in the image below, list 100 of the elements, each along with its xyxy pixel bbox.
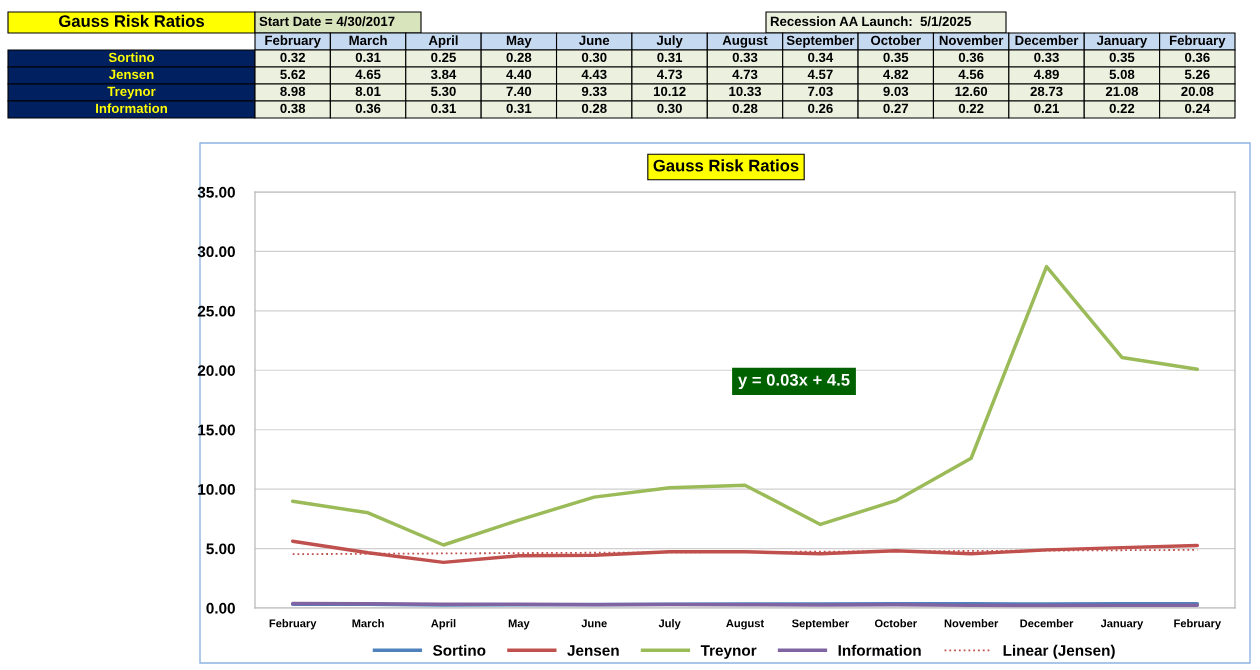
category-label: February [265,35,321,48]
annotation: y = 0.03x + 4.5 [738,373,850,390]
data-label: 0.36 [355,103,381,114]
y-tick-label: 25.00 [197,305,235,317]
chart-title: Gauss Risk Ratios [653,159,799,172]
data-label: 0.33 [1034,52,1059,63]
data-label: 0.30 [581,52,607,63]
data-label: 0.31 [431,103,456,114]
x-tick-label: February [269,619,317,630]
data-label: 5.62 [280,69,306,80]
data-label: 3.84 [430,69,457,80]
data-label: 4.73 [656,69,682,80]
text: Sortino [108,52,155,63]
x-tick-label: June [581,619,607,628]
data-label: 4.65 [355,69,381,80]
data-label: 10.12 [653,86,686,97]
category-label: March [349,35,387,46]
data-label: 0.36 [1184,52,1210,63]
data-label: 0.38 [280,103,306,114]
data-label: 7.03 [808,86,833,97]
legend-label: Treynor [700,645,757,659]
data-label: 8.01 [355,86,381,97]
data-label: 0.22 [958,103,984,114]
data-label: 9.33 [581,86,607,97]
y-tick-label: 30.00 [197,246,235,258]
data-label: 0.28 [506,52,532,63]
legend-label: Jensen [567,645,619,656]
text: Recession AA Launch: 5/1/2025 [770,16,972,27]
line-series [290,539,1200,565]
data-label: 5.26 [1184,69,1210,80]
x-tick-label: October [874,619,917,628]
category-label: May [506,35,532,48]
x-tick-label: May [508,619,530,630]
data-label: 4.43 [581,69,607,80]
data-label: 12.60 [955,86,988,97]
category-label: August [722,35,768,48]
legend-label: Information [838,644,921,656]
line-series [290,264,1200,547]
data-label: 0.35 [1109,52,1135,63]
category-label: September [786,35,855,48]
category-label: January [1096,35,1148,48]
data-label: 5.30 [431,86,456,97]
x-tick-label: September [791,619,849,630]
data-label: 4.82 [883,69,909,80]
chart-title: Gauss Risk Ratios [59,14,204,27]
y-tick-label: 15.00 [198,424,235,436]
legend-label: Sortino [432,644,486,656]
data-label: 4.73 [732,69,758,80]
legend-label: Linear (Jensen) [1003,644,1115,659]
category-label: February [1169,35,1226,48]
data-label: 0.28 [581,103,607,114]
text: Treynor [107,86,156,99]
data-label: 0.32 [280,52,306,63]
data-label: 5.08 [1109,69,1135,80]
data-label: 0.33 [732,52,758,63]
data-label: 4.89 [1033,69,1059,80]
x-tick-label: January [1100,619,1144,630]
data-label: 0.36 [958,52,984,63]
data-label: 20.08 [1181,86,1214,97]
x-tick-label: July [658,619,681,630]
text: Jensen [108,69,154,80]
data-label: 7.40 [506,86,532,97]
data-label: 0.25 [431,52,456,63]
category-label: July [656,35,683,48]
data-label: 0.24 [1184,103,1211,114]
data-label: 0.27 [883,103,909,114]
text: Start Date = 4/30/2017 [259,16,395,27]
data-label: 0.35 [883,52,909,63]
x-tick-label: November [944,619,999,628]
data-label: 10.33 [729,86,762,97]
data-label: 8.98 [280,86,306,97]
data-label: 0.30 [657,103,682,114]
category-label: April [428,35,458,48]
data-label: 0.26 [808,103,833,114]
data-label: 4.56 [958,69,984,80]
data-label: 0.31 [355,52,381,63]
y-tick-label: 35.00 [197,186,235,198]
data-label: 0.31 [506,103,532,114]
category-label: June [579,35,610,46]
data-label: 0.22 [1109,103,1135,114]
x-tick-label: February [1174,619,1222,630]
y-tick-label: 20.00 [197,365,235,376]
data-label: 0.21 [1034,103,1060,114]
x-tick-label: December [1020,619,1074,628]
x-tick-label: August [726,619,764,630]
data-label: 21.08 [1105,86,1139,97]
data-label: 28.73 [1030,86,1063,97]
data-label: 4.57 [807,69,833,80]
category-label: October [871,35,921,46]
text: Information [96,103,167,114]
data-label: 0.34 [808,52,834,63]
data-label: 4.40 [506,69,532,80]
category-label: November [939,35,1004,46]
category-label: December [1015,35,1079,46]
y-tick-label: 0.00 [206,602,235,614]
data-label: 9.03 [883,86,909,97]
data-label: 0.28 [732,103,758,114]
y-tick-label: 10.00 [198,484,235,495]
y-tick-label: 5.00 [206,543,235,555]
x-tick-label: March [352,619,384,628]
